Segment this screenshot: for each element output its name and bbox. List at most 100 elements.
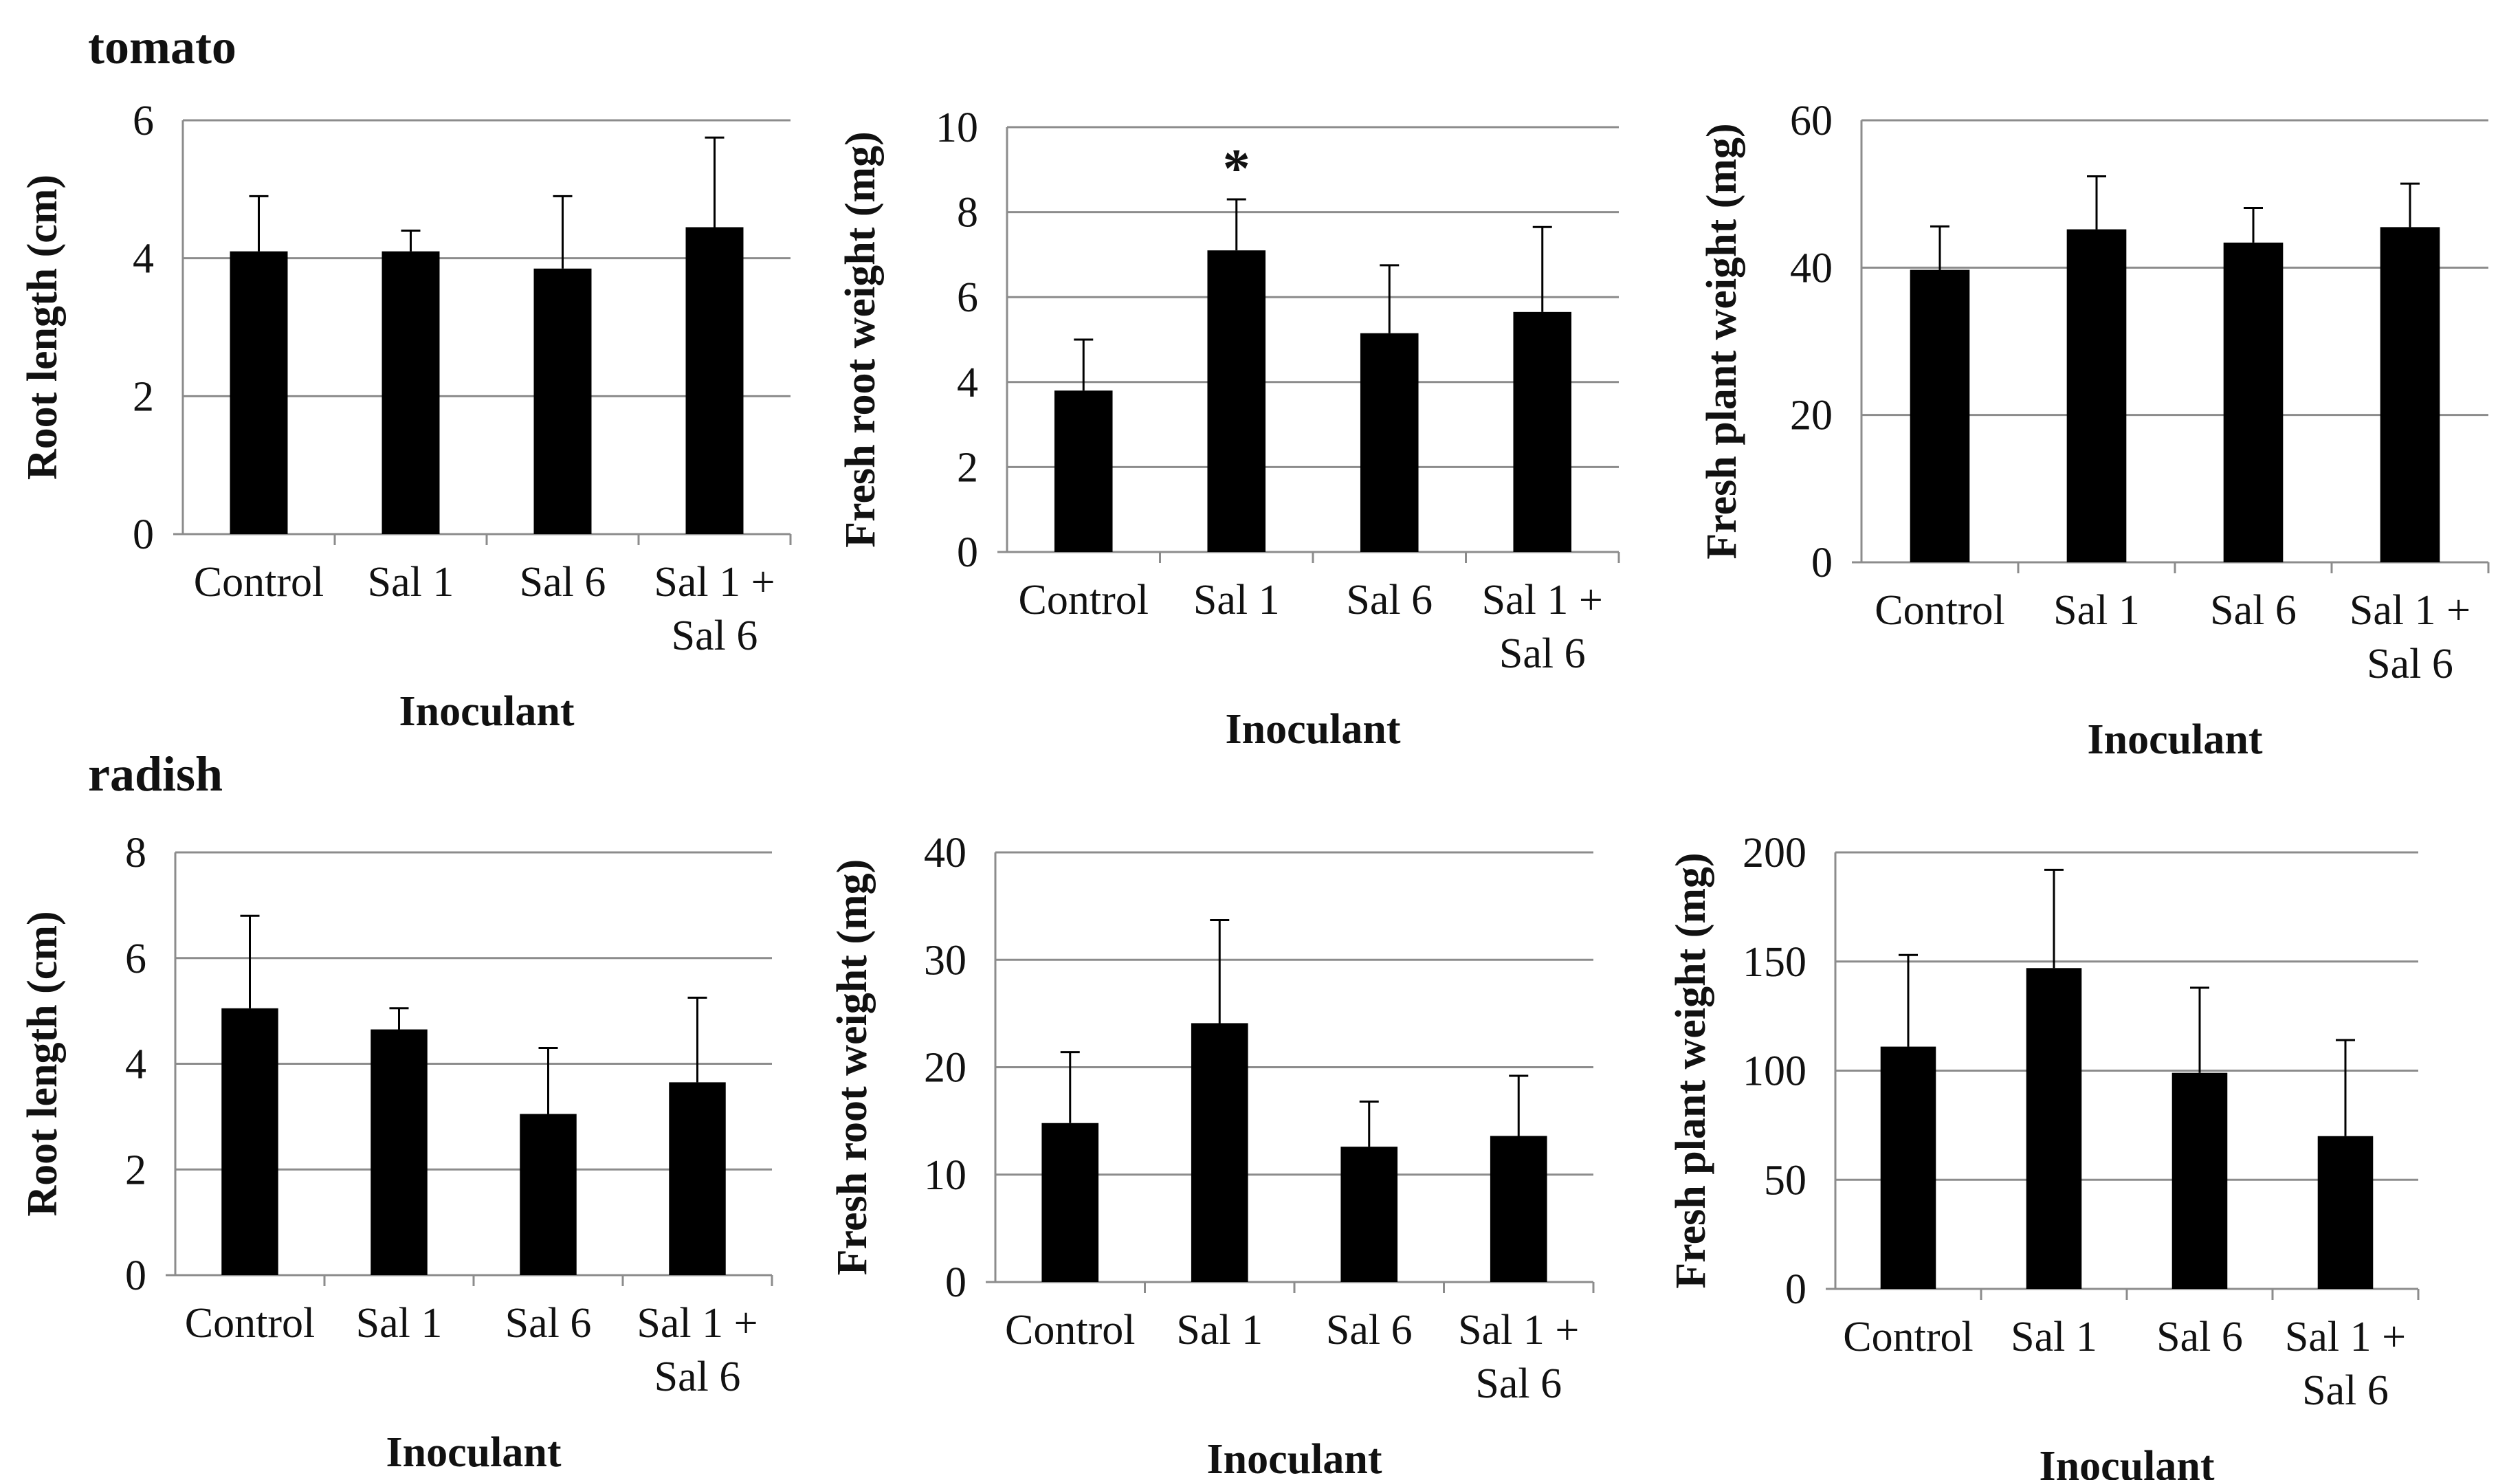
y-tick-label: 10	[924, 1152, 966, 1199]
row-title-tomato: tomato	[88, 19, 236, 74]
x-tick-label: Sal 6	[1475, 1360, 1562, 1407]
x-axis-title: Inoculant	[386, 1429, 562, 1476]
x-tick-label: Sal 6	[2367, 641, 2453, 687]
bar	[669, 1082, 726, 1275]
y-axis-title: Fresh plant weight (mg)	[1699, 123, 1745, 559]
bar	[1910, 269, 1970, 562]
bar	[520, 1114, 577, 1275]
bar	[1191, 1023, 1248, 1282]
x-tick-label: Sal 1	[1176, 1307, 1263, 1354]
x-axis-title: Inoculant	[1226, 706, 1401, 753]
x-tick-label: Sal 6	[520, 559, 606, 606]
bar	[1490, 1136, 1547, 1282]
chart-tomato-fresh-root-weight: 0 2 4 6 8 10 Control Sal 1 Sal 6 Sal 1 + Sal 6 * Ino…	[837, 104, 1620, 753]
y-axis-title: Root length (cm)	[19, 175, 66, 480]
x-axis-title: Inoculant	[2088, 716, 2263, 763]
y-tick-label: 8	[957, 190, 978, 236]
y-tick-label: 0	[125, 1252, 146, 1299]
chart-tomato-root-length: 0 2 4 6 Control Sal 1 Sal 6 Sal 1 + Sal 6 Inocula…	[19, 98, 792, 735]
chart-panels: 0 2 4 6 Control Sal 1 Sal 6 Sal 1 + Sal 6 Inocula…	[19, 98, 2490, 1480]
x-axis-title: Inoculant	[1207, 1436, 1382, 1480]
bar	[533, 268, 592, 534]
y-tick-label: 0	[133, 511, 154, 558]
x-tick-label: Sal 1 +	[654, 559, 775, 606]
y-tick-label: 6	[957, 274, 978, 321]
x-tick-label: Sal 6	[654, 1354, 741, 1400]
y-tick-label: 10	[936, 104, 978, 151]
y-tick-label: 20	[1790, 393, 1833, 439]
chart-radish-root-length: 0 2 4 6 8 Control Sal 1 Sal 6 Sal 1 + Sal 6 Inocul…	[19, 830, 773, 1476]
x-tick-label: Sal 1 +	[637, 1300, 758, 1347]
x-tick-label: Sal 6	[505, 1300, 592, 1347]
y-tick-label: 4	[125, 1041, 146, 1088]
bar	[221, 1008, 278, 1275]
x-tick-label: Control	[1019, 577, 1149, 623]
x-tick-label: Sal 1 +	[1458, 1307, 1579, 1354]
x-tick-label: Sal 1	[2011, 1314, 2097, 1360]
bar	[371, 1029, 428, 1275]
x-tick-label: Sal 1 +	[2350, 587, 2471, 634]
y-tick-label: 50	[1764, 1157, 1806, 1204]
x-tick-label: Control	[1875, 587, 2004, 634]
x-tick-label: Sal 1 +	[1482, 577, 1603, 623]
bar	[685, 227, 744, 534]
y-tick-label: 6	[133, 98, 154, 144]
bar	[230, 251, 288, 534]
bar	[1054, 390, 1113, 552]
y-tick-label: 0	[945, 1259, 966, 1306]
bar	[2223, 242, 2284, 562]
x-tick-label: Sal 6	[2302, 1367, 2389, 1414]
y-tick-label: 200	[1743, 830, 1806, 876]
y-tick-label: 150	[1743, 939, 1806, 986]
y-tick-label: 4	[133, 236, 154, 283]
x-tick-label: Control	[1005, 1307, 1135, 1354]
chart-radish-fresh-plant-weight: 0 50 100 150 200 Control Sal 1 Sal 6 Sal 1 + Sal …	[1668, 830, 2420, 1480]
bar	[382, 251, 440, 534]
y-tick-label: 2	[957, 444, 978, 491]
x-tick-label: Sal 1	[2053, 587, 2140, 634]
y-tick-label: 40	[924, 830, 966, 876]
bar	[2066, 229, 2127, 562]
x-tick-label: Sal 6	[672, 612, 758, 659]
row-title-radish: radish	[88, 747, 223, 802]
y-tick-label: 20	[924, 1045, 966, 1092]
chart-radish-fresh-root-weight: 0 10 20 30 40 Control Sal 1 Sal 6 Sal 1 + Sal 6 In…	[829, 830, 1595, 1480]
x-tick-label: Control	[185, 1300, 315, 1347]
x-tick-label: Control	[194, 559, 324, 606]
x-tick-label: Sal 6	[1346, 577, 1433, 623]
bar	[1880, 1046, 1936, 1289]
bar	[2171, 1072, 2228, 1289]
x-tick-label: Sal 6	[2210, 587, 2297, 634]
bar	[1513, 311, 1572, 552]
bar	[2317, 1136, 2374, 1289]
bar	[2026, 968, 2082, 1289]
x-tick-label: Sal 1 +	[2285, 1314, 2406, 1360]
x-tick-label: Sal 1	[356, 1300, 443, 1347]
y-axis-title: Fresh root weight (mg)	[837, 131, 884, 548]
bar	[2380, 227, 2440, 562]
y-tick-label: 2	[133, 373, 154, 420]
y-tick-label: 60	[1790, 98, 1833, 144]
bar	[1360, 333, 1419, 552]
x-tick-label: Sal 6	[1326, 1307, 1413, 1354]
y-tick-label: 0	[1811, 540, 1833, 586]
y-tick-label: 2	[125, 1147, 146, 1193]
x-axis-title: Inoculant	[2040, 1443, 2215, 1480]
bar	[1340, 1147, 1398, 1282]
chart-tomato-fresh-plant-weight: 0 20 40 60 Control Sal 1 Sal 6 Sal 1 + Sal 6 Inoc…	[1699, 98, 2490, 763]
y-tick-label: 4	[957, 360, 978, 406]
significance-marker: *	[1223, 139, 1250, 199]
y-axis-title: Fresh root weight (mg)	[829, 859, 876, 1276]
x-axis-title: Inoculant	[399, 688, 575, 735]
y-tick-label: 8	[125, 830, 146, 876]
y-tick-label: 6	[125, 936, 146, 982]
y-tick-label: 0	[957, 529, 978, 576]
bar	[1207, 250, 1266, 552]
y-axis-title: Root length (cm)	[19, 911, 66, 1216]
y-tick-label: 40	[1790, 245, 1833, 291]
y-axis-title: Fresh plant weight (mg)	[1668, 852, 1714, 1288]
y-tick-label: 100	[1743, 1048, 1806, 1095]
x-tick-label: Sal 1	[368, 559, 454, 606]
y-tick-label: 30	[924, 937, 966, 984]
